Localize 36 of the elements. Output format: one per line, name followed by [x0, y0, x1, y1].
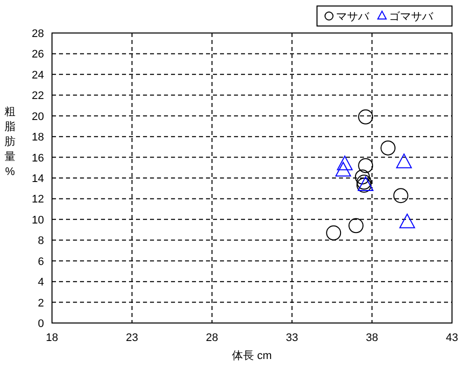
- point: [336, 156, 353, 170]
- y-tick-label: 8: [38, 235, 44, 248]
- y-tick-label: 18: [32, 132, 44, 144]
- y-tick-label: 20: [32, 110, 44, 123]
- y-tick-label: 0: [38, 318, 44, 330]
- point: [354, 169, 370, 184]
- y-tick-label: 22: [32, 90, 44, 102]
- x-tick-label: 38: [366, 332, 378, 344]
- x-tick-label: 28: [206, 332, 218, 344]
- x-tick-label: 18: [46, 332, 58, 344]
- legend-label: マサバ: [336, 11, 370, 23]
- x-axis-title: 体長 cm: [232, 350, 272, 362]
- point: [358, 158, 374, 174]
- y-tick-label: 12: [32, 194, 44, 206]
- y-axis-title: 粗脂肪量%: [4, 106, 16, 178]
- point: [380, 140, 396, 156]
- legend-label: ゴマサバ: [389, 11, 434, 23]
- y-tick-label: 4: [38, 276, 44, 289]
- y-tick-label: 16: [32, 152, 44, 164]
- x-tick-label: 33: [286, 332, 298, 344]
- point: [358, 109, 374, 124]
- y-tick-label: 10: [32, 214, 44, 226]
- y-tick-label: 24: [32, 69, 44, 82]
- point: [393, 188, 408, 204]
- x-tick-label: 43: [446, 332, 458, 344]
- y-tick-label: 26: [32, 48, 44, 61]
- point: [396, 154, 412, 168]
- y-tick-label: 14: [32, 173, 44, 185]
- point: [348, 218, 364, 234]
- point: [335, 162, 352, 176]
- x-tick-label: 23: [126, 332, 138, 344]
- y-tick-label: 28: [32, 28, 44, 40]
- point: [399, 214, 416, 228]
- point: [326, 225, 342, 240]
- y-tick-label: 2: [38, 297, 44, 310]
- y-tick-label: 6: [38, 256, 44, 268]
